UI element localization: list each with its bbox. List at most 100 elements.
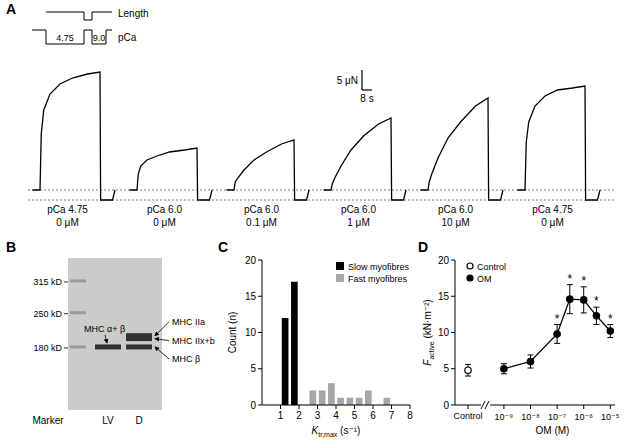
tick: [64, 313, 68, 314]
legend-label: Slow myofibres: [348, 262, 410, 272]
force-trace: [130, 148, 213, 200]
label-part: (kN·m⁻²): [422, 299, 433, 341]
label: Marker: [32, 415, 64, 426]
label: 1 μM: [347, 217, 369, 228]
band: [70, 345, 86, 348]
label: 20: [245, 255, 257, 266]
label: D: [135, 415, 142, 426]
label: pCa 4.75: [532, 204, 573, 215]
tick: [299, 405, 300, 409]
tick: [258, 368, 262, 369]
error-bar: [501, 364, 507, 374]
label: 8: [407, 410, 413, 421]
gel: [68, 258, 162, 410]
bar: [347, 398, 354, 405]
label: 5 μN: [337, 75, 358, 86]
length-protocol: [46, 12, 112, 20]
label: 10⁻⁹: [495, 412, 514, 422]
force-trace: [227, 140, 310, 200]
point: [567, 296, 573, 302]
point: [593, 313, 599, 319]
tick: [451, 296, 455, 297]
significance: *: [581, 274, 586, 288]
label: 5: [250, 363, 256, 374]
label: 10: [245, 327, 257, 338]
scale-bar-force: [361, 70, 362, 90]
label: 7: [389, 410, 395, 421]
label: 250 kD: [33, 309, 62, 319]
label: 5: [443, 363, 449, 374]
label: 10 μM: [442, 217, 470, 228]
error-bar: [465, 364, 471, 376]
error-bar: [528, 355, 534, 368]
label: pCa 6.0: [244, 204, 279, 215]
tick: [451, 260, 455, 261]
plot-area: [465, 285, 614, 376]
label: 4.75: [56, 33, 74, 43]
label: MHC α+ β: [84, 324, 125, 334]
error-bar: [581, 287, 587, 313]
tick: [373, 405, 374, 409]
label: 0: [443, 400, 449, 411]
label: 315 kD: [33, 277, 62, 287]
axis-label: Ktr,max (s⁻¹): [312, 425, 361, 438]
point: [465, 367, 471, 373]
force-trace: [33, 72, 116, 200]
point: [554, 331, 560, 337]
label: 10⁻⁸: [521, 412, 540, 422]
point: [607, 328, 613, 334]
legend-swatch: [336, 274, 344, 282]
band: [126, 344, 152, 349]
x-axis: [490, 405, 615, 406]
scale-bar-time: [362, 89, 372, 90]
tick: [258, 260, 262, 261]
tick: [451, 368, 455, 369]
band: [70, 279, 86, 282]
tick: [530, 405, 531, 409]
tick: [451, 405, 455, 406]
error-bar: [567, 285, 573, 314]
bar: [328, 383, 335, 405]
label: pCa 6.0: [438, 204, 473, 215]
tick: [258, 296, 262, 297]
axis-break: [481, 401, 485, 409]
arrow: [155, 347, 169, 359]
label: 20: [438, 255, 450, 266]
band: [95, 344, 121, 349]
label-part: active: [428, 341, 435, 359]
error-bar: [593, 307, 599, 324]
error-bar: [554, 325, 560, 344]
label: pCa 4.75: [47, 204, 88, 215]
tick: [64, 347, 68, 348]
bar: [337, 398, 344, 405]
tick: [280, 405, 281, 409]
arrow: [105, 335, 107, 343]
bar: [310, 391, 317, 406]
legend-marker: [467, 275, 473, 281]
tick: [583, 405, 584, 409]
label: 6: [370, 410, 376, 421]
band: [126, 336, 152, 341]
panel-letter: B: [6, 239, 16, 255]
legend-swatch: [336, 262, 344, 270]
label: 1: [278, 410, 284, 421]
legend-label: Control: [477, 262, 506, 272]
bar: [365, 391, 372, 406]
label: Control: [453, 411, 482, 421]
label: MHC IIx+b: [172, 336, 215, 346]
label: pCa: [118, 32, 137, 43]
label: 3: [315, 410, 321, 421]
bar: [356, 398, 363, 405]
tick: [317, 405, 318, 409]
label: 0 μM: [541, 217, 563, 228]
significance: *: [608, 312, 613, 326]
tick: [451, 332, 455, 333]
label: 180 kD: [33, 343, 62, 353]
point: [581, 297, 587, 303]
axis-break: [485, 401, 489, 409]
label: 2: [296, 410, 302, 421]
panel-letter: C: [218, 239, 228, 255]
point: [527, 358, 533, 364]
significance: *: [567, 272, 572, 286]
reference-line: [28, 200, 615, 201]
